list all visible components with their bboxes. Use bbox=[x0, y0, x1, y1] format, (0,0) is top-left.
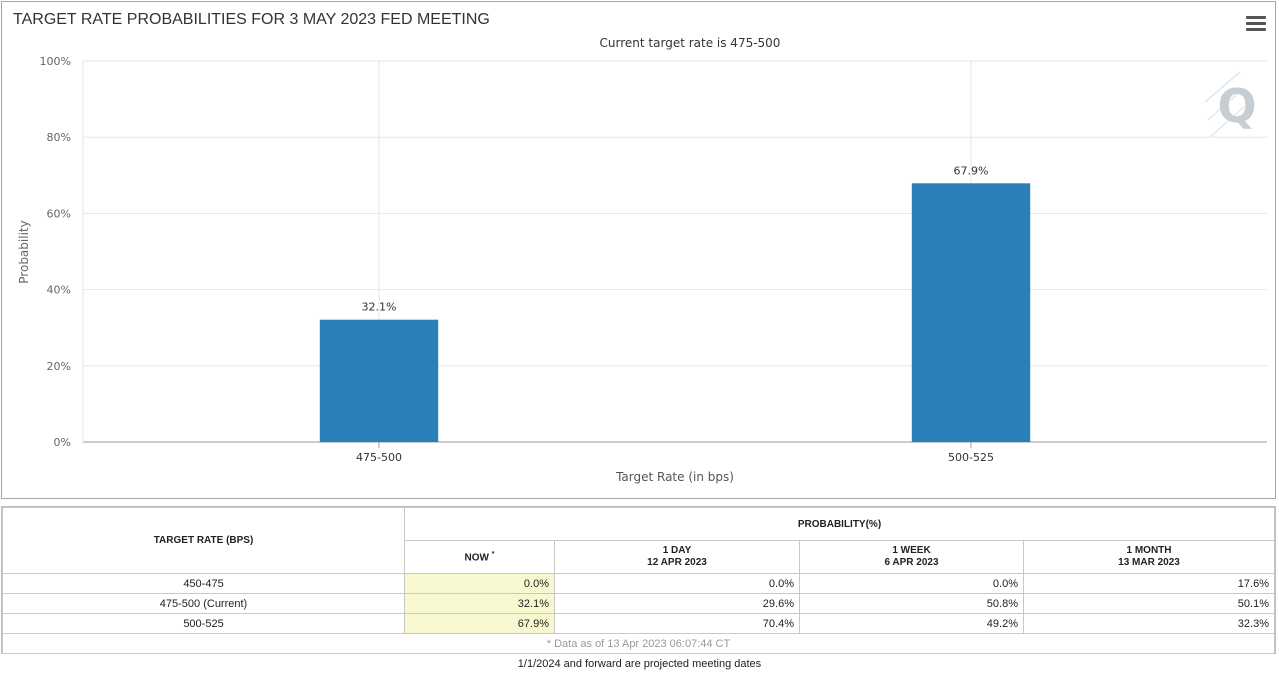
x-axis-ticks: 475-500 500-525 bbox=[356, 442, 994, 464]
row-rate: 500-525 bbox=[2, 613, 405, 634]
row-1month-value: 50.1% bbox=[1023, 593, 1275, 614]
x-axis-label: Target Rate (in bps) bbox=[615, 470, 734, 484]
chart-panel: TARGET RATE PROBABILITIES FOR 3 MAY 2023… bbox=[1, 1, 1276, 499]
table-row: 475-500 (Current) 32.1% 29.6% 50.8% 50.1… bbox=[2, 593, 1275, 614]
probability-header: PROBABILITY(%) bbox=[404, 507, 1275, 541]
q-logo-icon: Q bbox=[1204, 71, 1257, 138]
data-timestamp-note: * Data as of 13 Apr 2023 06:07:44 CT bbox=[2, 633, 1275, 654]
row-1month-value: 17.6% bbox=[1023, 573, 1275, 594]
hamburger-menu-icon[interactable] bbox=[1246, 16, 1266, 32]
row-1month-value: 32.3% bbox=[1023, 613, 1275, 634]
table-header-row: TARGET RATE (BPS) PROBABILITY(%) bbox=[2, 507, 1275, 574]
watermark-text: Q bbox=[1217, 79, 1256, 133]
row-1day-value: 0.0% bbox=[554, 573, 800, 594]
col-1month-label: 1 MONTH bbox=[1126, 545, 1172, 556]
grid-lines bbox=[82, 60, 1267, 443]
row-now-value: 32.1% bbox=[404, 593, 555, 614]
bars: 32.1% 67.9% bbox=[319, 164, 1031, 442]
col-now-label: NOW bbox=[464, 552, 489, 564]
y-axis-label: Probability bbox=[17, 220, 31, 283]
x-tick-label: 500-525 bbox=[948, 451, 994, 464]
row-rate: 475-500 (Current) bbox=[2, 593, 405, 614]
y-tick-label: 60% bbox=[47, 207, 71, 220]
probability-table-panel: TARGET RATE (BPS) PROBABILITY(%) NOW * 1… bbox=[1, 506, 1276, 654]
col-1month-header: 1 MONTH 13 MAR 2023 bbox=[1023, 540, 1275, 574]
table-row: 500-525 67.9% 70.4% 49.2% 32.3% bbox=[2, 613, 1275, 634]
col-1day-date: 12 APR 2023 bbox=[647, 557, 707, 568]
row-1week-value: 49.2% bbox=[799, 613, 1024, 634]
projected-dates-note: 1/1/2024 and forward are projected meeti… bbox=[517, 658, 762, 670]
col-1month-date: 13 MAR 2023 bbox=[1118, 557, 1180, 568]
table-subheader-row: NOW * 1 DAY 12 APR 2023 1 WEEK 6 APR 202… bbox=[3, 540, 1275, 574]
y-tick-label: 40% bbox=[47, 284, 71, 297]
row-1day-value: 29.6% bbox=[554, 593, 800, 614]
y-axis-ticks: 0% 20% 40% 60% 80% 100% bbox=[40, 55, 71, 449]
y-tick-label: 0% bbox=[54, 436, 71, 449]
y-tick-label: 20% bbox=[47, 360, 71, 373]
col-now-header: NOW * bbox=[404, 540, 555, 574]
col-1week-date: 6 APR 2023 bbox=[884, 557, 939, 568]
table-note-row: * Data as of 13 Apr 2023 06:07:44 CT bbox=[2, 633, 1275, 654]
col-1day-label: 1 DAY bbox=[662, 545, 692, 556]
data-label: 67.9% bbox=[954, 164, 989, 177]
data-label: 32.1% bbox=[362, 301, 397, 314]
col-1week-header: 1 WEEK 6 APR 2023 bbox=[799, 540, 1024, 574]
probability-table: TARGET RATE (BPS) PROBABILITY(%) NOW * 1… bbox=[2, 507, 1275, 654]
x-tick-label: 475-500 bbox=[356, 451, 402, 464]
chart-subtitle: Current target rate is 475-500 bbox=[600, 36, 781, 50]
probability-bar-chart: TARGET RATE PROBABILITIES FOR 3 MAY 2023… bbox=[13, 11, 1267, 484]
row-now-value: 67.9% bbox=[404, 613, 555, 634]
bar[interactable] bbox=[319, 319, 439, 442]
chart-title: TARGET RATE PROBABILITIES FOR 3 MAY 2023… bbox=[13, 11, 490, 28]
col-now-marker: * bbox=[491, 551, 495, 559]
bar[interactable] bbox=[911, 183, 1031, 442]
table-row: 450-475 0.0% 0.0% 0.0% 17.6% bbox=[2, 573, 1275, 594]
row-rate: 450-475 bbox=[2, 573, 405, 594]
row-1day-value: 70.4% bbox=[554, 613, 800, 634]
row-1week-value: 0.0% bbox=[799, 573, 1024, 594]
y-tick-label: 80% bbox=[47, 131, 71, 144]
col-1week-label: 1 WEEK bbox=[892, 545, 931, 556]
col-1day-header: 1 DAY 12 APR 2023 bbox=[554, 540, 800, 574]
row-1week-value: 50.8% bbox=[799, 593, 1024, 614]
target-rate-header: TARGET RATE (BPS) bbox=[2, 507, 405, 574]
y-tick-label: 100% bbox=[40, 55, 71, 68]
row-now-value: 0.0% bbox=[404, 573, 555, 594]
